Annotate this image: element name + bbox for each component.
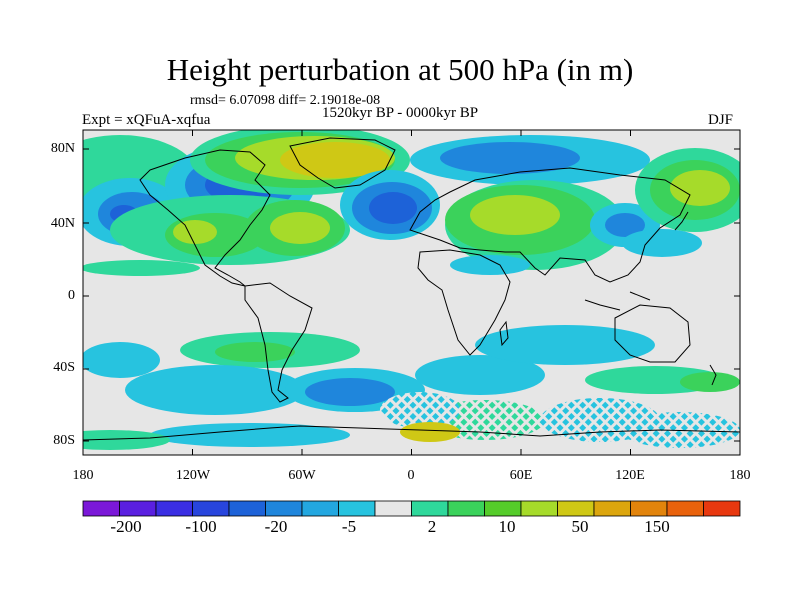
experiment-label: Expt = xQFuA-xqfua — [82, 112, 211, 128]
colorbar-box — [703, 500, 741, 517]
colorbar-label-4: -5 — [341, 517, 357, 536]
height-field-contours — [83, 130, 740, 450]
colorbar-box — [155, 500, 193, 517]
lat-label-40s: 40S — [53, 360, 75, 375]
colorbar-box — [119, 500, 157, 517]
stats-line: rmsd= 6.07098 diff= 2.19018e-08 — [190, 93, 381, 108]
lat-label-eq: 0 — [68, 288, 75, 303]
colorbar-box — [520, 500, 558, 517]
colorbar-box — [630, 500, 668, 517]
colorbar-label-3: -20 — [264, 517, 288, 536]
colorbar-label-1: -200 — [110, 517, 142, 536]
colorbar-label-5: 2 — [427, 517, 437, 536]
lat-label-80n: 80N — [50, 141, 75, 156]
colorbar-label-7: 50 — [571, 517, 589, 536]
colorbar-box — [82, 500, 120, 517]
lat-label-40n: 40N — [50, 216, 75, 231]
coastlines — [83, 137, 740, 441]
colorbar-label-6: 10 — [498, 517, 516, 536]
colorbar-box — [593, 500, 631, 517]
colorbar-box — [447, 500, 485, 517]
map-title: Height perturbation at 500 hPa (in m) — [166, 52, 634, 87]
colorbar-label-8: 150 — [644, 517, 670, 536]
lon-label-180w: 180 — [72, 468, 94, 483]
colorbar-box — [484, 500, 522, 517]
colorbar-box — [338, 500, 376, 517]
map-field — [83, 130, 740, 455]
colorbar-box — [192, 500, 230, 517]
period-label: 1520kyr BP - 0000kyr BP — [322, 105, 479, 121]
lon-label-120e: 120E — [615, 468, 645, 483]
colorbar-box — [666, 500, 704, 517]
lon-label-120w: 120W — [175, 468, 211, 483]
axis-ticks — [82, 130, 741, 455]
lon-label-60w: 60W — [288, 468, 316, 483]
lon-label-0: 0 — [407, 468, 415, 483]
colorbar-box — [411, 500, 449, 517]
colorbar-box — [557, 500, 595, 517]
season-label: DJF — [708, 112, 734, 128]
lon-label-180e: 180 — [729, 468, 751, 483]
lat-label-80s: 80S — [53, 433, 75, 448]
colorbar-box — [374, 500, 412, 517]
colorbar-box — [228, 500, 266, 517]
colorbar-label-2: -100 — [185, 517, 217, 536]
lon-label-60e: 60E — [509, 468, 533, 483]
colorbar-box — [265, 500, 303, 517]
colorbar-box — [301, 500, 339, 517]
